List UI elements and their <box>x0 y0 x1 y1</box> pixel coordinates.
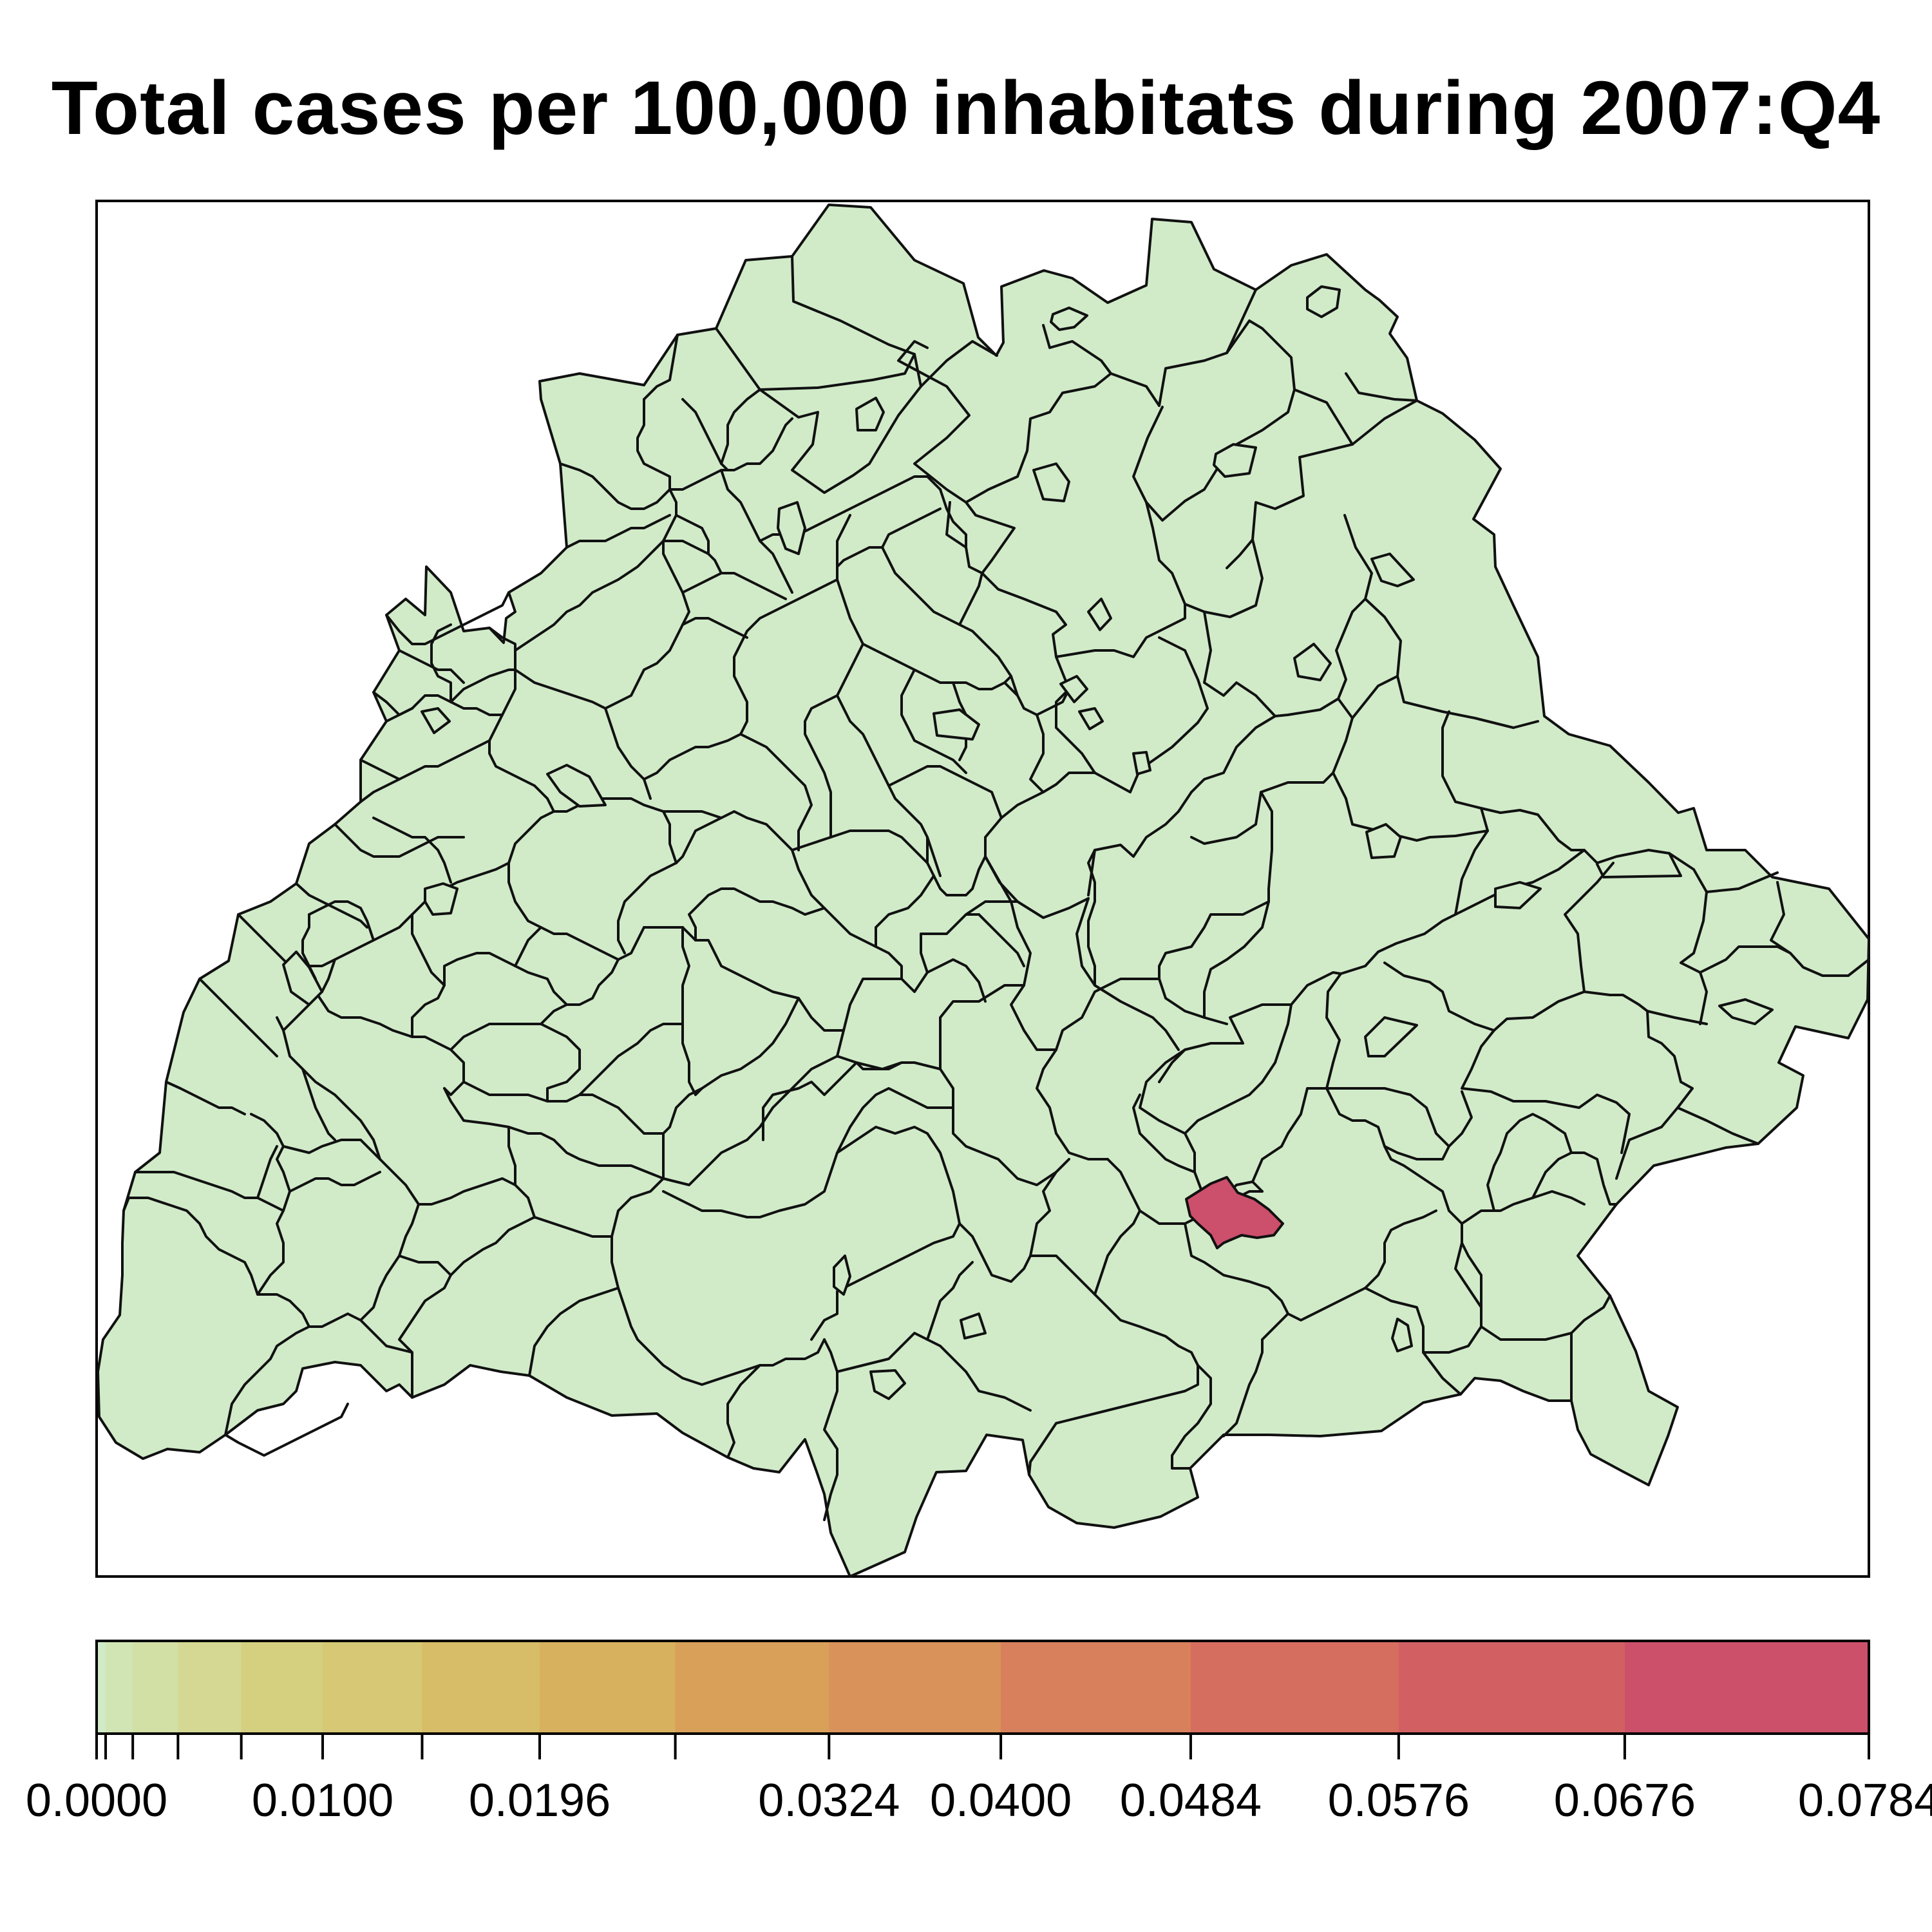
legend-tick-label: 0.0100 <box>252 1775 393 1826</box>
map-frame-border <box>95 200 1870 1578</box>
legend-swatch <box>1001 1641 1191 1734</box>
legend-tick-label: 0.0000 <box>26 1775 167 1826</box>
legend-tick-labels: 0.0000 0.0100 0.0196 0.0324 0.0400 0.0484 0.05… <box>26 1775 1932 1826</box>
legend-swatch <box>675 1641 829 1734</box>
legend-tick-label: 0.0324 <box>758 1775 900 1826</box>
legend-swatch <box>422 1641 540 1734</box>
legend-swatch <box>178 1641 242 1734</box>
legend-tick-label: 0.0676 <box>1554 1775 1696 1826</box>
legend-bar-border <box>95 1640 1870 1735</box>
city-enclaves <box>282 285 1774 1400</box>
legend-swatch <box>1624 1641 1870 1734</box>
legend-swatch <box>133 1641 178 1734</box>
legend-tick-label: 0.0576 <box>1328 1775 1470 1826</box>
legend-ticks <box>95 1734 1870 1759</box>
legend-tick-label: 0.0484 <box>1120 1775 1262 1826</box>
legend-swatch <box>1398 1641 1625 1734</box>
legend-swatch <box>1190 1641 1399 1734</box>
legend-tick-label: 0.0784 <box>1798 1775 1932 1826</box>
legend-color-bar <box>97 1641 1870 1734</box>
legend-swatch <box>241 1641 323 1734</box>
legend-swatch <box>323 1641 422 1734</box>
legend-swatch <box>829 1641 1001 1734</box>
legend-tick-label: 0.0400 <box>930 1775 1072 1826</box>
legend-tick-label: 0.0196 <box>469 1775 611 1826</box>
legend-swatch <box>106 1641 133 1734</box>
map-title: Total cases per 100,000 inhabitats durin… <box>51 66 1881 151</box>
legend-swatch <box>540 1641 676 1734</box>
highlighted-district[interactable] <box>1185 1176 1284 1249</box>
legend-swatch <box>97 1641 106 1734</box>
district-boundaries <box>122 255 1870 1521</box>
